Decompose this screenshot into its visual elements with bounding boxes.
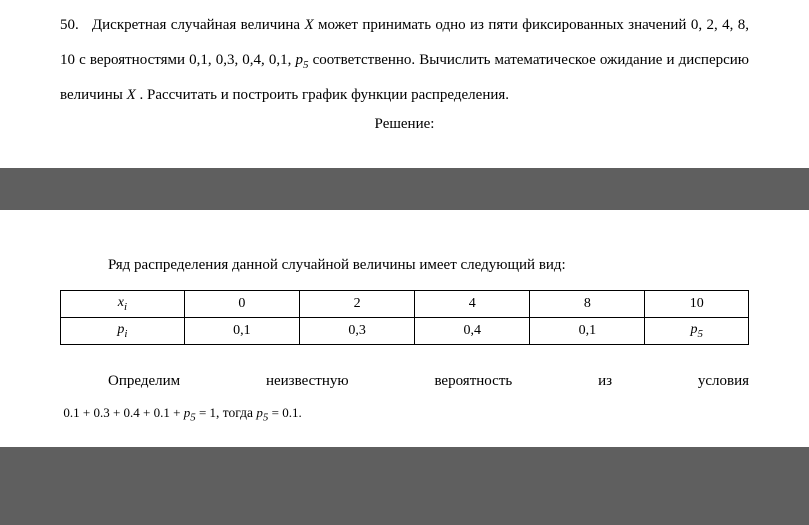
page-top: 50. Дискретная случайная величина X може… — [0, 0, 809, 168]
formula-eq1: = 1 — [196, 405, 216, 420]
table-cell: 0,3 — [299, 318, 414, 345]
p5-var: p — [295, 52, 303, 68]
solution-label: Решение: — [60, 116, 749, 133]
p-sub: i — [124, 328, 127, 340]
table-cell: 4 — [415, 291, 530, 318]
formula-line: 0.1 + 0.3 + 0.4 + 0.1 + p5 = 1, тогда p5… — [60, 402, 749, 427]
cond-word: вероятность — [434, 373, 512, 389]
var-x-2: X — [127, 87, 136, 103]
formula-eq2: = 0.1. — [268, 405, 301, 420]
condition-line: Определим неизвестную вероятность из усл… — [60, 365, 749, 398]
p5-cell-sub: 5 — [697, 328, 703, 340]
formula-lhs: 0.1 + 0.3 + 0.4 + 0.1 + — [63, 405, 183, 420]
table-row: xi 0 2 4 8 10 — [61, 291, 749, 318]
table-row: pi 0,1 0,3 0,4 0,1 p5 — [61, 318, 749, 345]
table-cell: 0,1 — [530, 318, 645, 345]
table-cell: 0,1 — [184, 318, 299, 345]
distribution-table: xi 0 2 4 8 10 pi 0,1 0,3 0,4 0,1 p5 — [60, 290, 749, 345]
problem-text-1: Дискретная случайная величина — [92, 17, 305, 33]
cond-word: Определим — [108, 373, 180, 389]
var-x-1: X — [304, 17, 313, 33]
x-sub: i — [124, 301, 127, 313]
cond-word: неизвестную — [266, 373, 349, 389]
cond-word: из — [598, 373, 612, 389]
problem-number: 50. — [60, 17, 79, 33]
row-header: xi — [61, 291, 185, 318]
table-cell: 0,4 — [415, 318, 530, 345]
formula-comma: , тогда — [216, 405, 256, 420]
table-cell: p5 — [645, 318, 749, 345]
table-cell: 10 — [645, 291, 749, 318]
table-cell: 0 — [184, 291, 299, 318]
row-header: pi — [61, 318, 185, 345]
problem-paragraph: 50. Дискретная случайная величина X може… — [60, 8, 749, 112]
table-cell: 2 — [299, 291, 414, 318]
cond-word: условия — [698, 373, 749, 389]
page-bottom: Ряд распределения данной случайной велич… — [0, 210, 809, 447]
problem-text-4: . Рассчитать и построить график функции … — [136, 87, 509, 103]
table-cell: 8 — [530, 291, 645, 318]
distribution-text: Ряд распределения данной случайной велич… — [60, 250, 749, 280]
